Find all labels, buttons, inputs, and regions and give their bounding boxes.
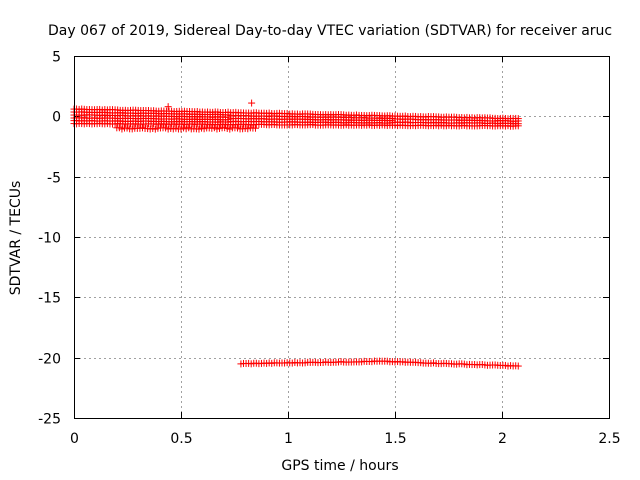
y-tick-label: -15 bbox=[38, 291, 61, 307]
x-tick-labels: 0 0.5 1 1.5 2 2.5 bbox=[70, 431, 621, 447]
data-points bbox=[70, 99, 522, 370]
x-tick-label: 1.5 bbox=[384, 431, 406, 447]
y-tick-label: 5 bbox=[52, 50, 61, 66]
x-tick-label: 0.5 bbox=[170, 431, 192, 447]
x-axis-label: GPS time / hours bbox=[281, 458, 398, 474]
y-tick-label: -20 bbox=[38, 352, 61, 368]
data-point bbox=[514, 362, 522, 370]
x-tick-label: 2 bbox=[498, 431, 507, 447]
data-point bbox=[514, 115, 522, 123]
data-point bbox=[248, 99, 256, 107]
y-tick-label: 0 bbox=[52, 110, 61, 126]
x-tick-label: 1 bbox=[284, 431, 293, 447]
data-point bbox=[164, 103, 172, 111]
y-tick-label: -10 bbox=[38, 231, 61, 247]
plot-frame bbox=[74, 56, 610, 419]
chart-title: Day 067 of 2019, Sidereal Day-to-day VTE… bbox=[48, 23, 612, 39]
y-tick-labels: 5 0 -5 -10 -15 -20 -25 bbox=[38, 50, 61, 428]
y-tick-label: -25 bbox=[38, 412, 61, 428]
y-axis-label: SDTVAR / TECUs bbox=[8, 181, 24, 296]
data-point bbox=[251, 124, 259, 132]
x-tick-label: 2.5 bbox=[598, 431, 620, 447]
x-tick-label: 0 bbox=[70, 431, 79, 447]
y-tick-label: -5 bbox=[47, 171, 61, 187]
